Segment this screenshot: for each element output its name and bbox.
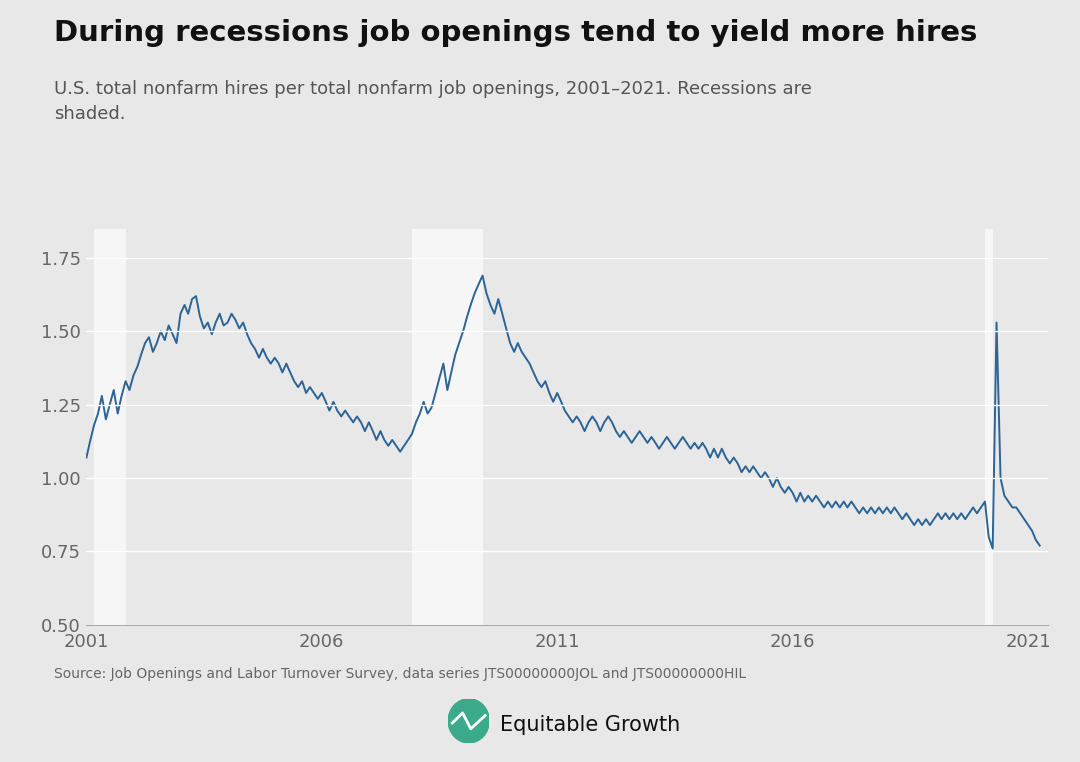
Text: Equitable Growth: Equitable Growth xyxy=(500,715,680,735)
Bar xyxy=(985,229,993,625)
Text: U.S. total nonfarm hires per total nonfarm job openings, 2001–2021. Recessions a: U.S. total nonfarm hires per total nonfa… xyxy=(54,80,812,123)
Bar xyxy=(411,229,483,625)
Text: Source: Job Openings and Labor Turnover Survey, data series JTS00000000JOL and J: Source: Job Openings and Labor Turnover … xyxy=(54,667,746,680)
Circle shape xyxy=(448,699,489,743)
Text: During recessions job openings tend to yield more hires: During recessions job openings tend to y… xyxy=(54,19,977,47)
Bar xyxy=(94,229,125,625)
